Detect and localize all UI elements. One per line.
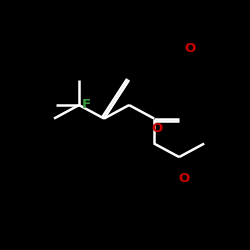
Text: O: O <box>178 172 189 185</box>
Text: O: O <box>184 42 196 55</box>
Text: O: O <box>152 122 162 135</box>
Text: F: F <box>82 98 91 110</box>
